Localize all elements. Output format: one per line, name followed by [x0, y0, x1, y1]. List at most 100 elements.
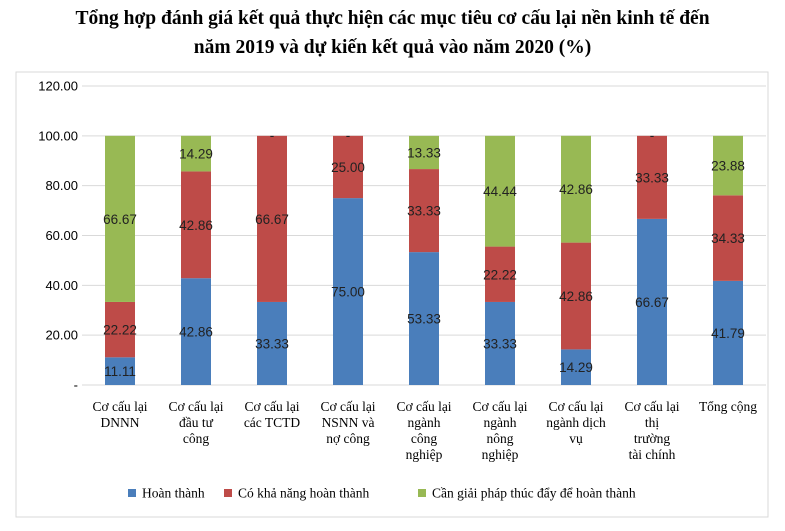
- legend-swatch: [418, 489, 426, 497]
- data-label: 42.86: [559, 182, 593, 197]
- x-tick-label-line: công: [183, 431, 209, 446]
- data-label: 23.88: [711, 159, 745, 174]
- x-tick-label-line: Cơ cấu lại: [396, 399, 451, 414]
- bar-segment: [637, 218, 667, 385]
- y-tick-label: -: [74, 378, 78, 393]
- data-label: 66.67: [103, 212, 137, 227]
- bar-segment: [181, 135, 211, 172]
- bars: [105, 135, 743, 385]
- bar-segment: [561, 349, 591, 385]
- x-tick-label-line: NSNN và: [322, 415, 375, 430]
- x-tick-label-line: Tổng cộng: [699, 399, 757, 414]
- x-tick-label: Cơ cấu lại DNNN: [92, 399, 147, 430]
- x-tick-label-line: Cơ cấu lại: [624, 399, 679, 414]
- legend-label: Cần giải pháp thúc đẩy để hoàn thành: [432, 486, 636, 501]
- data-label: 14.29: [559, 360, 593, 375]
- x-tick-label-line: Cơ cấu lại: [168, 399, 223, 414]
- data-label: 25.00: [331, 160, 365, 175]
- data-label: 42.86: [179, 325, 213, 340]
- bar-segment: [409, 169, 439, 253]
- x-tick-label-line: nghiệp: [482, 447, 519, 462]
- chart-title-line2: năm 2019 và dự kiến kết quả vào năm 2020…: [193, 37, 592, 58]
- x-tick-label-line: DNNN: [101, 415, 140, 430]
- x-tick-label-line: thị: [645, 415, 660, 430]
- x-tick-label: Tổng cộng: [699, 399, 757, 414]
- data-label: 34.33: [711, 231, 745, 246]
- data-label: -: [270, 128, 275, 143]
- data-label: -: [650, 128, 655, 143]
- bar-segment: [181, 278, 211, 385]
- bar-segment: [713, 280, 743, 385]
- data-label: 66.67: [635, 295, 669, 310]
- x-tick-label-line: ngành: [484, 415, 517, 430]
- data-label: 33.33: [483, 336, 517, 351]
- legend: Hoàn thành Có khả năng hoàn thành Cần giải…: [128, 486, 636, 501]
- legend-label: Có khả năng hoàn thành: [238, 486, 369, 501]
- x-tick-label-line: vụ: [569, 431, 583, 446]
- x-tick-label-line: công: [411, 431, 437, 446]
- data-label: 41.79: [711, 326, 745, 341]
- data-label: 33.33: [255, 336, 289, 351]
- bar-segment: [333, 198, 363, 385]
- x-tick-label-line: Cơ cấu lại: [548, 399, 603, 414]
- x-tick-label-line: nợ công: [326, 431, 370, 446]
- bar-segment: [105, 135, 135, 302]
- data-label: 42.86: [559, 289, 593, 304]
- legend-label: Hoàn thành: [142, 486, 205, 501]
- bar-segment: [485, 246, 515, 302]
- x-tick-label-line: Cơ cấu lại: [92, 399, 147, 414]
- x-tick-label-line: ngành dịch: [546, 415, 606, 430]
- x-tick-label: Cơ cấu lại ngành dịch vụ: [546, 399, 606, 446]
- x-tick-label-line: Cơ cấu lại: [320, 399, 375, 414]
- y-tick-label: 120.00: [38, 79, 78, 94]
- data-label: 22.22: [483, 267, 517, 282]
- bar-segment: [409, 252, 439, 385]
- chart-title: Tổng hợp đánh giá kết quả thực hiện các …: [0, 4, 785, 62]
- data-label: 44.44: [483, 184, 517, 199]
- x-tick-label-line: ngành: [408, 415, 441, 430]
- bar-segment: [637, 135, 667, 219]
- x-tick-label-line: nghiệp: [406, 447, 443, 462]
- bar-segment: [257, 301, 287, 385]
- x-tick-label-line: tài chính: [629, 447, 676, 462]
- data-label: 13.33: [407, 145, 441, 160]
- x-tick-label: Cơ cấu lại NSNN và nợ công: [320, 399, 375, 446]
- x-tick-label-line: Cơ cấu lại: [244, 399, 299, 414]
- data-label: 66.67: [255, 212, 289, 227]
- bar-segment: [485, 301, 515, 385]
- x-tick-label-line: các TCTD: [244, 415, 301, 430]
- x-tick-label: Cơ cấu lại đầu tư công: [168, 399, 223, 446]
- data-label: 14.29: [179, 147, 213, 162]
- data-label: 22.22: [103, 323, 137, 338]
- data-labels: 11.11 22.22 66.67 42.86 42.86 14.29 33.33 66.67…: [103, 128, 745, 379]
- data-label: 75.00: [331, 285, 365, 300]
- x-tick-label-line: đầu tư: [179, 415, 214, 430]
- legend-swatch: [128, 489, 136, 497]
- bar-segment: [257, 135, 287, 302]
- bar-segment: [561, 135, 591, 243]
- y-tick-label: 20.00: [45, 328, 78, 343]
- x-tick-label: Cơ cấu lại ngành nông nghiệp: [472, 399, 527, 462]
- x-tick-label: Cơ cấu lại ngành công nghiệp: [396, 399, 451, 462]
- x-tick-label-line: trường: [634, 431, 670, 446]
- y-tick-label: 80.00: [45, 178, 78, 193]
- y-tick-label: 60.00: [45, 228, 78, 243]
- y-tick-label: 40.00: [45, 278, 78, 293]
- bar-segment: [181, 171, 211, 279]
- legend-swatch: [224, 489, 232, 497]
- x-tick-label-line: nông: [487, 431, 514, 446]
- bar-segment: [485, 135, 515, 247]
- bar-segment: [561, 242, 591, 350]
- data-label: 11.11: [104, 364, 136, 379]
- x-tick-label-line: Cơ cấu lại: [472, 399, 527, 414]
- bar-segment: [713, 135, 743, 196]
- data-label: -: [346, 128, 351, 143]
- bar-segment: [333, 135, 363, 199]
- data-label: 33.33: [407, 204, 441, 219]
- chart-border: [15, 71, 769, 518]
- y-tick-label: 100.00: [38, 128, 78, 143]
- bar-segment: [409, 135, 439, 170]
- chart-title-line1: Tổng hợp đánh giá kết quả thực hiện các …: [75, 8, 710, 29]
- data-label: 53.33: [407, 312, 441, 327]
